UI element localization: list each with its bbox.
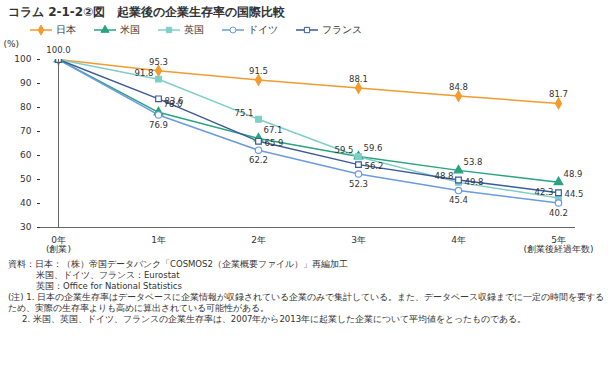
- svg-text:91.5: 91.5: [249, 66, 268, 76]
- svg-text:81.7: 81.7: [549, 89, 568, 99]
- svg-text:59.6: 59.6: [364, 143, 383, 153]
- html-text:米国: 米国: [120, 24, 140, 35]
- svg-text:91.8: 91.8: [135, 68, 154, 78]
- html-text:資料：日本：（株）帝国データバンク「COSMOS2（企業概要: 資料：日本：（株）帝国データバンク「COSMOS2（企業概要ファイル）」再編加工: [8, 259, 348, 269]
- svg-text:80: 80: [20, 102, 32, 112]
- svg-text:53.8: 53.8: [464, 157, 483, 167]
- svg-text:90: 90: [20, 78, 32, 88]
- svg-text:50: 50: [20, 174, 32, 184]
- svg-text:30: 30: [20, 222, 32, 232]
- svg-text:1年: 1年: [151, 235, 166, 245]
- svg-text:5年(創業後経過年数): 5年(創業後経過年数): [523, 235, 593, 254]
- svg-text:100: 100: [14, 54, 31, 64]
- svg-text:62.2: 62.2: [249, 155, 268, 165]
- html-text:2. 米国、英国、ドイツ、フランスの企業生存率は、2007年: 2. 米国、英国、ドイツ、フランスの企業生存率は、2007年から2013年に起業…: [22, 314, 527, 324]
- svg-text:52.3: 52.3: [349, 179, 368, 189]
- svg-text:49.8: 49.8: [465, 177, 484, 187]
- svg-text:84.8: 84.8: [449, 82, 468, 92]
- svg-text:4年: 4年: [451, 235, 466, 245]
- svg-text:42.3: 42.3: [535, 187, 554, 197]
- html-text:ドイツ: ドイツ: [248, 24, 278, 35]
- html-text:米国、ドイツ、フランス：Eurostat: 米国、ドイツ、フランス：Eurostat: [36, 270, 180, 280]
- svg-text:88.1: 88.1: [349, 74, 368, 84]
- svg-text:60: 60: [20, 150, 32, 160]
- html-text:コラム 2-1-2②図 起業後の企業生存率の国際比較: コラム 2-1-2②図 起業後の企業生存率の国際比較: [8, 5, 286, 19]
- svg-text:45.4: 45.4: [449, 195, 468, 205]
- svg-text:40.2: 40.2: [549, 208, 568, 218]
- svg-text:70: 70: [20, 126, 32, 136]
- svg-text:3年: 3年: [351, 235, 366, 245]
- svg-text:59.5: 59.5: [335, 145, 354, 155]
- svg-text:2年: 2年: [251, 235, 266, 245]
- svg-text:76.9: 76.9: [149, 120, 168, 130]
- svg-text:(%): (%): [4, 39, 20, 49]
- html-text:(注) 1. 日本の企業生存率はデータベースに企業情報が収録: (注) 1. 日本の企業生存率はデータベースに企業情報が収録されている企業のみで…: [8, 292, 605, 313]
- svg-text:75.1: 75.1: [235, 108, 254, 118]
- html-text:英国：Office for National Statist: 英国：Office for National Statistics: [36, 281, 182, 291]
- svg-text:100.0: 100.0: [46, 45, 70, 55]
- svg-text:67.1: 67.1: [264, 125, 283, 135]
- svg-text:40: 40: [20, 198, 32, 208]
- svg-text:95.3: 95.3: [149, 57, 168, 67]
- svg-text:83.6: 83.6: [165, 96, 184, 106]
- svg-text:56.2: 56.2: [365, 161, 384, 171]
- svg-text:65.9: 65.9: [265, 138, 284, 148]
- html-text:日本: 日本: [56, 24, 76, 35]
- svg-text:48.9: 48.9: [564, 169, 583, 179]
- html-text:フランス: フランス: [322, 24, 362, 35]
- html-text:英国: 英国: [184, 24, 204, 35]
- svg-text:0年(創業): 0年(創業): [46, 235, 71, 254]
- svg-text:44.5: 44.5: [565, 189, 584, 199]
- svg-text:48.8: 48.8: [435, 171, 454, 181]
